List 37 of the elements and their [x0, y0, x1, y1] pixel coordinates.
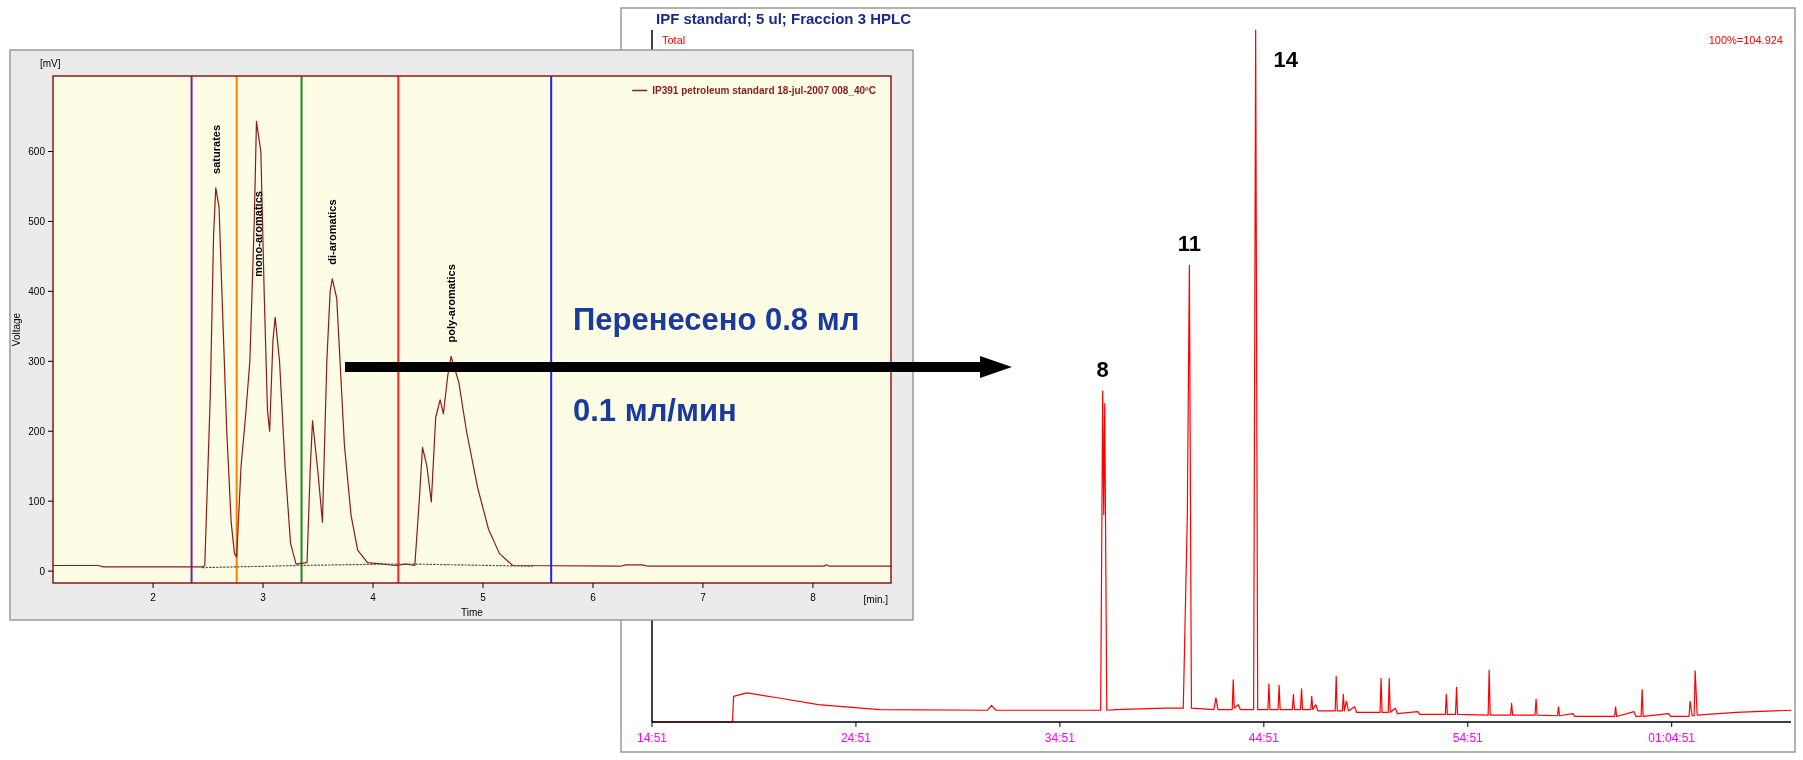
annotation: poly-aromatics [445, 264, 458, 343]
y-tick-label: 0 [39, 565, 46, 577]
x-tick-label: 34:51 [1044, 731, 1076, 745]
annotation: saturates [209, 124, 222, 174]
chart-title: IPF standard; 5 ul; Fraccion 3 HPLC [656, 10, 912, 27]
x-axis-title: Time [461, 607, 484, 618]
annotation: Total [662, 34, 686, 46]
annotation: di-aromatics [326, 199, 339, 265]
x-tick-label: 8 [810, 592, 817, 603]
annotation: 11 [1177, 231, 1202, 257]
annotation: 0.1 мл/мин [573, 393, 737, 428]
x-tick-label: 54:51 [1452, 731, 1484, 745]
annotation: 14 [1273, 47, 1299, 72]
x-tick-label: 5 [480, 592, 487, 603]
y-tick-label: 600 [28, 146, 46, 158]
x-tick-label: 24:51 [840, 731, 872, 745]
x-tick-label: 6 [590, 592, 597, 603]
annotation: [min.] [863, 594, 889, 605]
x-tick-label: 3 [260, 592, 267, 603]
annotation: 8 [1096, 357, 1109, 383]
annotation: Перенесено 0.8 мл [573, 302, 860, 337]
legend-label: IP391 petroleum standard 18-jul-2007 008_40ºC [652, 85, 876, 96]
y-tick-label: 100 [28, 495, 46, 507]
y-tick-label: 300 [28, 355, 46, 367]
y-tick-label: 200 [28, 425, 46, 437]
x-tick-label: 01:04:51 [1648, 731, 1696, 745]
y-tick-label: 500 [28, 215, 46, 227]
y-axis-title: Voltage [11, 312, 22, 347]
annotation: mono-aromatics [251, 191, 264, 277]
x-tick-label: 14:51 [636, 731, 668, 745]
text: [mV] [40, 58, 61, 69]
x-tick-label: 44:51 [1248, 731, 1280, 745]
x-tick-label: 4 [370, 592, 377, 603]
annotation: 100%=104.924 [1708, 34, 1783, 46]
x-tick-label: 2 [150, 592, 157, 603]
y-tick-label: 400 [28, 285, 46, 297]
x-tick-label: 7 [700, 592, 707, 603]
